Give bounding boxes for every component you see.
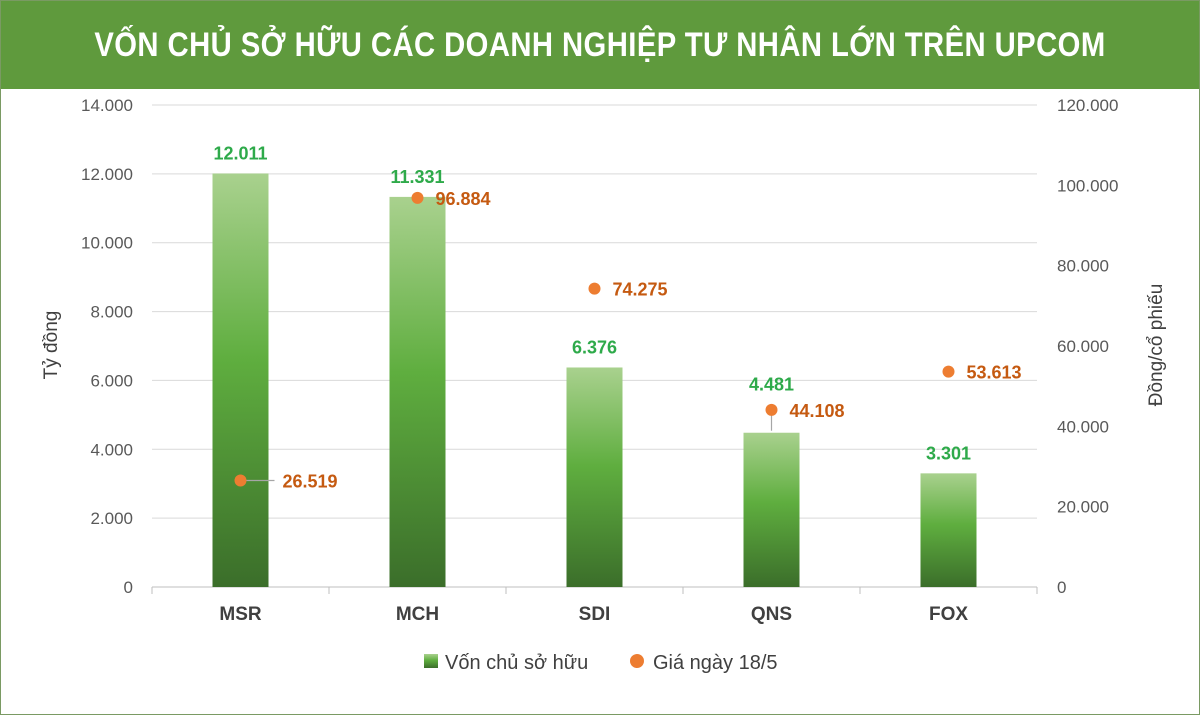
- price-series: [234, 191, 955, 487]
- category-labels: MSR MCH SDI QNS FOX: [219, 604, 968, 625]
- price-value-label: 74.275: [613, 280, 668, 300]
- category-label: FOX: [929, 604, 968, 625]
- left-tick-label: 6.000: [90, 371, 133, 390]
- bar: [389, 196, 446, 587]
- left-tick-label: 4.000: [90, 440, 133, 459]
- price-data-labels: 26.519 96.884 74.275 44.108 53.613: [283, 189, 1022, 492]
- left-axis-title: Tỷ đồng: [41, 311, 62, 380]
- price-dot: [588, 282, 601, 295]
- chart-title: VỐN CHỦ SỞ HỮU CÁC DOANH NGHIỆP TƯ NHÂN …: [94, 25, 1106, 64]
- legend-bar-label: Vốn chủ sở hữu: [445, 652, 588, 674]
- right-tick-label: 100.000: [1057, 176, 1118, 195]
- bar-series: [212, 173, 977, 587]
- price-dot: [942, 365, 955, 378]
- legend-dot-swatch: [630, 654, 644, 668]
- left-tick-label: 14.000: [81, 96, 133, 115]
- bar-value-label: 12.011: [213, 143, 267, 163]
- price-value-label: 26.519: [283, 471, 338, 491]
- category-label: SDI: [579, 604, 611, 625]
- price-value-label: 96.884: [436, 189, 491, 209]
- bar-value-label: 6.376: [572, 337, 617, 357]
- category-label: QNS: [751, 604, 792, 625]
- leader-lines: [246, 414, 773, 482]
- left-tick-label: 12.000: [81, 165, 133, 184]
- price-value-label: 53.613: [967, 363, 1022, 383]
- right-tick-label: 40.000: [1057, 417, 1109, 436]
- bar: [566, 367, 623, 587]
- right-tick-label: 120.000: [1057, 96, 1118, 115]
- price-dot: [411, 191, 424, 204]
- left-axis-ticks: 0 2.000 4.000 6.000 8.000 10.000 12.000 14.000: [81, 96, 133, 597]
- legend-dot-label: Giá ngày 18/5: [653, 652, 778, 674]
- legend-bar-swatch: [424, 654, 438, 668]
- bar-value-label: 3.301: [926, 443, 971, 463]
- price-dot: [765, 403, 778, 416]
- bar: [212, 173, 269, 587]
- price-dot: [234, 474, 247, 487]
- category-label: MSR: [219, 604, 262, 625]
- right-tick-label: 60.000: [1057, 337, 1109, 356]
- legend: Vốn chủ sở hữu Giá ngày 18/5: [424, 652, 778, 674]
- bar: [743, 432, 800, 587]
- category-label: MCH: [396, 604, 439, 625]
- right-tick-label: 20.000: [1057, 498, 1109, 517]
- left-tick-label: 0: [124, 578, 133, 597]
- left-tick-label: 10.000: [81, 234, 133, 253]
- bar-value-label: 11.331: [390, 167, 444, 187]
- left-tick-label: 8.000: [90, 303, 133, 322]
- bar-data-labels: 12.011 11.331 6.376 4.481 3.301: [213, 143, 971, 463]
- title-bar: VỐN CHỦ SỞ HỮU CÁC DOANH NGHIỆP TƯ NHÂN …: [1, 1, 1199, 89]
- left-tick-label: 2.000: [90, 509, 133, 528]
- right-axis-title: Đồng/cổ phiếu: [1146, 284, 1167, 407]
- right-axis-ticks: 0 20.000 40.000 60.000 80.000 100.000 120.000: [1057, 96, 1118, 597]
- right-tick-label: 0: [1057, 578, 1066, 597]
- price-value-label: 44.108: [790, 401, 845, 421]
- bar: [920, 473, 977, 587]
- bar-value-label: 4.481: [749, 375, 794, 395]
- right-tick-label: 80.000: [1057, 257, 1109, 276]
